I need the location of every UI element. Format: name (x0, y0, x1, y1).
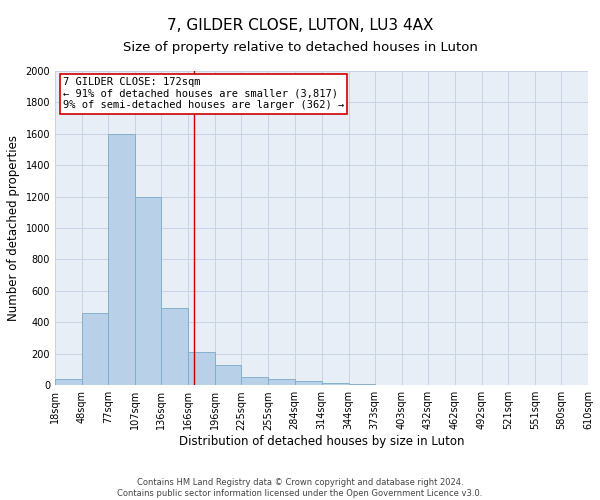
Text: 7 GILDER CLOSE: 172sqm
← 91% of detached houses are smaller (3,817)
9% of semi-d: 7 GILDER CLOSE: 172sqm ← 91% of detached… (63, 77, 344, 110)
Bar (268, 379, 295, 385)
Bar (82, 313, 108, 385)
Text: Contains HM Land Registry data © Crown copyright and database right 2024.
Contai: Contains HM Land Registry data © Crown c… (118, 478, 482, 498)
Bar (161, 308, 188, 385)
Text: Size of property relative to detached houses in Luton: Size of property relative to detached ho… (122, 41, 478, 54)
Bar (108, 134, 135, 385)
Bar (322, 383, 349, 385)
Bar (135, 196, 161, 385)
Bar (215, 364, 241, 385)
Bar (55, 379, 82, 385)
Text: 7, GILDER CLOSE, LUTON, LU3 4AX: 7, GILDER CLOSE, LUTON, LU3 4AX (167, 18, 433, 32)
Y-axis label: Number of detached properties: Number of detached properties (7, 135, 20, 321)
Bar (188, 352, 215, 385)
Bar (295, 381, 322, 385)
X-axis label: Distribution of detached houses by size in Luton: Distribution of detached houses by size … (179, 435, 464, 448)
Bar (349, 384, 374, 385)
Bar (241, 378, 268, 385)
